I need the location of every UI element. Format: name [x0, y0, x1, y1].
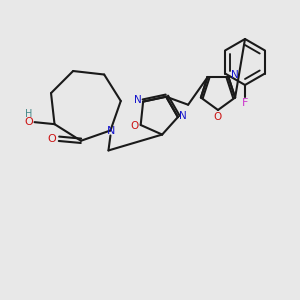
- Text: F: F: [242, 98, 248, 108]
- Text: O: O: [214, 112, 222, 122]
- Text: N: N: [134, 94, 142, 105]
- Text: O: O: [48, 134, 56, 144]
- Text: H: H: [25, 109, 32, 119]
- Text: N: N: [179, 111, 187, 121]
- Text: O: O: [24, 117, 33, 127]
- Text: N: N: [231, 70, 239, 80]
- Text: N: N: [107, 127, 116, 136]
- Text: O: O: [130, 121, 139, 131]
